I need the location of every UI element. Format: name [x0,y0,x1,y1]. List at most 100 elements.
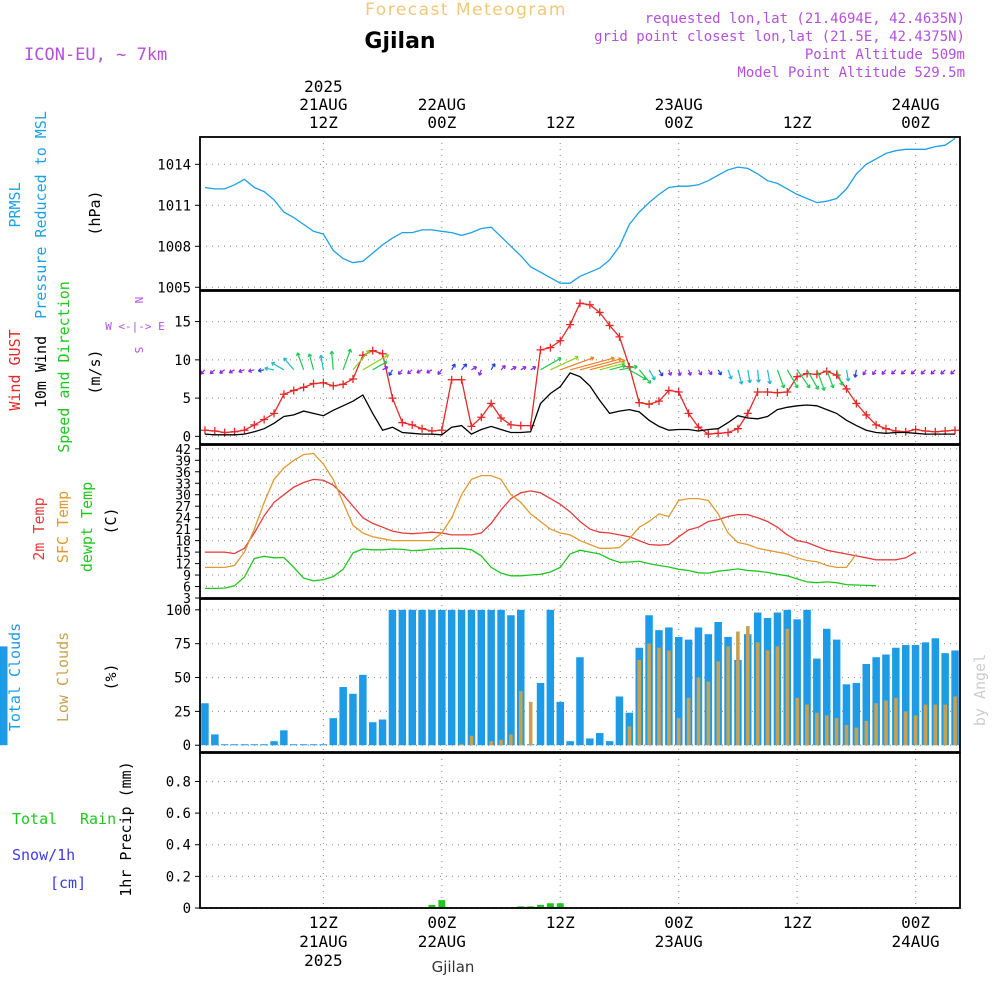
wind-arrow [717,369,722,376]
panel-frame [199,444,961,599]
gust-marker [408,420,417,429]
gust-marker [585,300,594,309]
total-clouds-bar [477,609,485,746]
bottom-time-label: 2025 [304,951,343,970]
low-clouds-bar [686,697,691,746]
low-clouds-bar [785,628,790,746]
wind-arrow [766,369,772,385]
low-clouds-bar [844,724,849,746]
y-tick-label: 6 [183,581,191,596]
total-clouds-bar [902,645,910,746]
top-time-label: 12Z [783,113,812,132]
gust-marker [724,428,733,437]
total-clouds-bar [507,615,515,746]
total-clouds-bar [378,719,387,746]
low-clouds-bar [519,691,523,746]
gust-marker [250,420,259,429]
wind-arrow [697,369,703,376]
wind-arrow [451,363,456,371]
low-clouds-bar [657,647,661,746]
low-clouds-bar [884,700,888,746]
low-clouds-bar [854,727,859,746]
total-clouds-bar [319,744,328,746]
y-tick-label: 27 [175,500,191,515]
gust-marker [714,429,723,438]
low-clouds-bar [795,697,799,746]
low-clouds-bar [627,726,632,746]
y-tick-label: 3 [183,592,191,607]
grid-point-coordinates: grid point closest lon,lat (21.5E, 42.43… [594,29,965,45]
wind-arrow [342,348,352,371]
y-tick-label: 1005 [157,280,191,296]
wind-arrow [520,366,527,371]
wind-arrow [747,369,752,384]
wind-arrow [667,369,673,376]
low-clouds-bar [667,650,671,746]
precip-cm-label: [cm] [50,874,86,892]
panel-frame [199,290,961,445]
wind-arrow [579,357,622,371]
gust-marker [437,426,446,435]
top-time-label: 21AUG [299,95,347,114]
wind-arrow [872,369,877,376]
wind-arrow [209,369,216,375]
total-clouds-bar [329,718,337,746]
series-line [204,372,956,436]
gust-marker [556,336,565,345]
panel-frame [199,752,961,909]
total-clouds-bar [398,609,407,746]
total-clouds-bar [862,663,870,746]
total-clouds-bar [882,654,890,746]
total-clouds-bar [872,657,880,746]
gust-marker [566,320,575,329]
total-clouds-bar [260,744,268,746]
gust-marker [378,349,387,358]
wind-arrow [248,368,255,373]
point-altitude: Point Altitude 509m [805,47,965,63]
y-tick-label: 9 [183,569,191,584]
pressure-label: Pressure Reduced to MSL [32,111,50,319]
precip-total-label: Total [12,810,57,828]
footer-location: Gjilan [432,958,475,976]
pressure-label: PRMSL [6,182,24,227]
wind-arrow [530,366,537,371]
series-line [204,547,877,590]
low-clouds-bar [943,704,947,746]
low-clouds-bar [953,696,957,746]
gust-marker [773,388,782,397]
gust-marker [733,424,742,433]
wind-arrow [881,369,887,375]
gust-marker [793,372,802,381]
gust-marker [911,425,920,434]
low-clouds-bar [894,697,898,746]
wind-arrow [270,361,285,371]
gust-marker [487,399,496,408]
unit-label: (%) [102,663,120,690]
gust-marker [901,427,910,436]
y-tick-label: 1011 [157,198,191,214]
gust-label: Wind GUST [6,329,24,410]
y-tick-label: 21 [175,523,191,538]
y-tick-label: 0.4 [166,838,191,854]
gust-marker [704,430,713,439]
wind-arrow [500,364,506,371]
total-clouds-bar [250,744,258,746]
wind-arrow [756,369,761,383]
y-tick-label: 100 [166,603,191,619]
gust-marker [881,424,890,433]
gust-marker [842,384,851,393]
total-clouds-bar [605,741,614,746]
rain-bar [556,903,564,908]
low-clouds-bar [746,626,750,746]
total-clouds-bar [793,619,801,746]
wind-arrow [638,369,652,384]
y-tick-label: 1008 [157,239,191,255]
requested-coordinates: requested lon,lat (21.4694E, 42.4635N) [645,11,965,27]
wind-arrow [806,369,820,390]
rain-bar [537,904,544,908]
wind-arrow [397,369,403,375]
gust-marker [398,418,407,427]
y-tick-label: 0 [183,738,191,754]
gust-marker [497,413,506,422]
total-clouds-bar [0,646,8,746]
